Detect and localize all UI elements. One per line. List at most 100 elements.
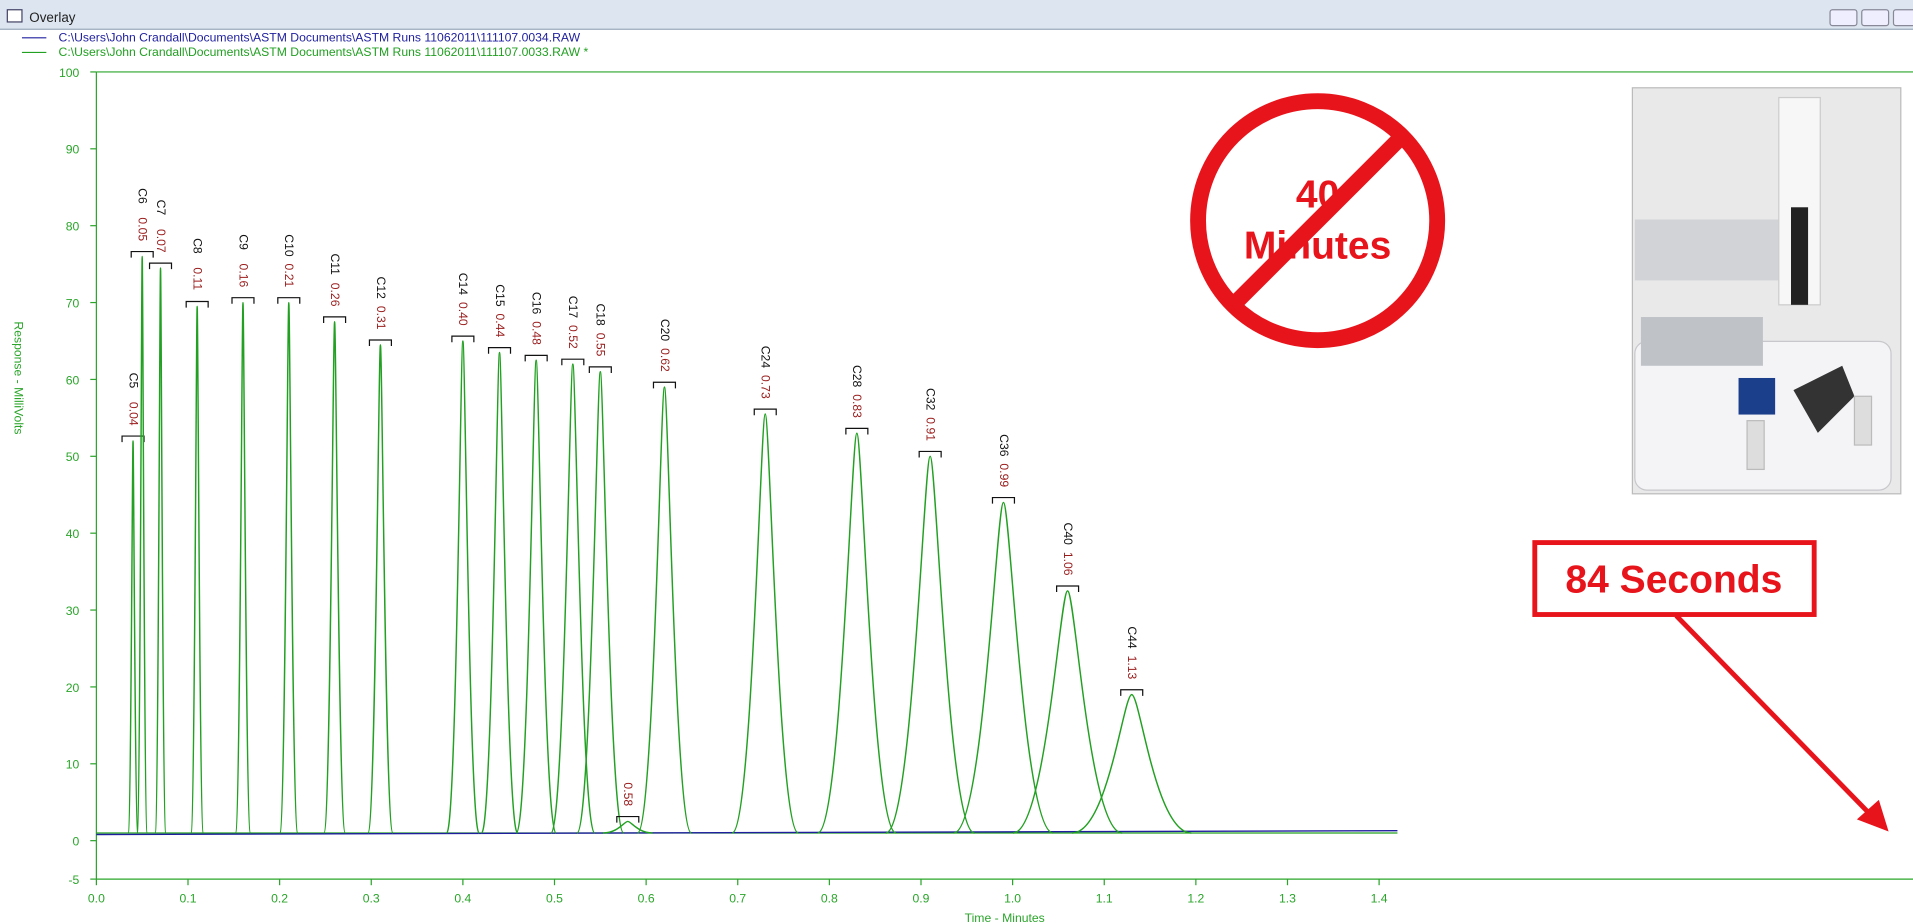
peak	[885, 455, 975, 834]
y-axis-label: Response - MilliVolts	[12, 321, 26, 434]
peak-time-label: 0.73	[759, 375, 773, 399]
legend-label: C:\Users\John Crandall\Documents\ASTM Do…	[59, 30, 581, 44]
peak	[323, 321, 346, 834]
peak	[234, 301, 252, 834]
peak	[190, 305, 205, 834]
peak-time-label: 0.31	[374, 306, 388, 330]
peak-name-label: C11	[328, 253, 342, 275]
peak-time-label: 0.21	[282, 264, 296, 288]
peak	[279, 301, 299, 834]
app-icon	[6, 9, 23, 23]
peak	[816, 432, 897, 834]
no-sign-slash	[1226, 129, 1409, 312]
peak-time-label: 0.52	[566, 325, 580, 349]
x-tick-label: 0.6	[638, 891, 655, 905]
y-tick-label: -5	[68, 873, 79, 887]
peak	[515, 359, 557, 834]
peak	[1072, 693, 1192, 834]
peak-name-label: C16	[530, 292, 544, 315]
y-tick-label: 30	[66, 604, 80, 618]
peak-name-label: C28	[850, 365, 864, 388]
peak-bracket	[918, 450, 942, 458]
peak-time-label: 0.44	[493, 314, 507, 338]
peak-bracket	[991, 496, 1016, 504]
callout-text: 84 Seconds	[1565, 559, 1782, 602]
peak-name-label: C32	[923, 388, 937, 411]
peak-time-label: 0.83	[850, 394, 864, 418]
peak	[127, 440, 139, 834]
x-tick-label: 0.3	[363, 891, 380, 905]
peak-time-label: 0.99	[997, 463, 1011, 487]
callout-arrow	[1674, 614, 1875, 819]
minimize-button[interactable]	[1829, 9, 1858, 27]
peak-time-label: 0.91	[923, 417, 937, 441]
peak	[136, 255, 149, 834]
peak-bracket	[753, 408, 777, 416]
peak	[602, 820, 653, 834]
peak-name-label: C5	[126, 373, 140, 389]
y-tick-label: 80	[66, 220, 80, 234]
peak-bracket	[487, 347, 512, 354]
peak-time-label: 0.48	[530, 321, 544, 345]
x-tick-label: 0.5	[546, 891, 563, 905]
peak-name-label: C14	[456, 273, 470, 296]
peak-bracket	[588, 366, 612, 373]
peak-bracket	[1120, 689, 1144, 696]
peak-time-label: 0.16	[236, 264, 250, 288]
peak-bracket	[652, 381, 677, 389]
peak-time-label: 1.06	[1061, 552, 1075, 576]
peak-time-label: 1.13	[1125, 656, 1139, 680]
title-bar	[0, 0, 1913, 30]
peak	[576, 371, 625, 834]
y-tick-label: 100	[59, 66, 80, 80]
x-tick-label: 0.7	[729, 891, 746, 905]
y-tick-label: 20	[66, 681, 80, 695]
y-tick-label: 10	[66, 758, 80, 772]
peak-name-label: C8	[191, 238, 205, 254]
instrument-photo	[1631, 87, 1902, 495]
peak-name-label: C44	[1125, 626, 1139, 649]
peak-name-label: C24	[759, 346, 773, 369]
y-tick-label: 70	[66, 296, 80, 310]
peak	[446, 340, 480, 834]
peak-bracket	[616, 815, 640, 823]
peak-name-label: C40	[1061, 523, 1075, 546]
x-tick-label: 1.1	[1096, 891, 1113, 905]
peak-time-label: 0.62	[658, 348, 672, 372]
peak-bracket	[845, 427, 869, 435]
peak	[1012, 590, 1123, 834]
y-tick-label: 50	[66, 450, 80, 464]
close-button[interactable]	[1892, 9, 1913, 27]
x-tick-label: 0.1	[180, 891, 197, 905]
peak-time-label: 0.07	[154, 229, 168, 253]
peak-time-label: 0.26	[328, 283, 342, 307]
x-tick-label: 0.8	[821, 891, 838, 905]
y-tick-label: 90	[66, 143, 80, 157]
peak-name-label: C7	[154, 200, 168, 216]
peak-name-label: C12	[374, 277, 388, 300]
peak-name-label: C18	[594, 303, 608, 326]
peak-time-label: 0.04	[126, 402, 140, 426]
peak-name-label: C6	[136, 188, 150, 204]
peak-bracket	[231, 297, 255, 304]
peak-time-label: 0.11	[191, 267, 205, 290]
peak-bracket	[451, 335, 475, 343]
callout-arrowhead	[1856, 799, 1889, 832]
window-title: Overlay	[29, 10, 75, 25]
peak-bracket	[1056, 585, 1080, 593]
no-sign-circle	[1190, 93, 1446, 349]
peak-name-label: C36	[997, 434, 1011, 457]
x-axis-label: Time - Minutes	[965, 911, 1045, 923]
peak-time-label: 0.55	[594, 333, 608, 357]
peak	[154, 267, 167, 834]
peak-name-label: C17	[566, 296, 580, 319]
peak-bracket	[130, 250, 154, 258]
maximize-button[interactable]	[1861, 9, 1890, 27]
y-tick-label: 60	[66, 373, 80, 387]
peak	[550, 363, 596, 834]
x-tick-label: 0.2	[271, 891, 288, 905]
peak	[480, 351, 519, 834]
x-tick-label: 0.4	[454, 891, 471, 905]
